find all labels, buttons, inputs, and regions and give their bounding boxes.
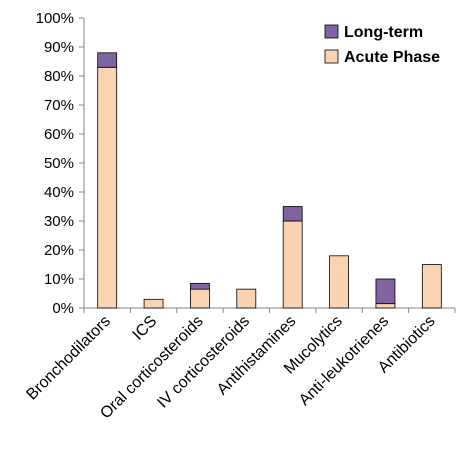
y-tick-label: 60%	[44, 126, 74, 143]
x-tick-label: Antihistamines	[214, 313, 300, 399]
y-tick-label: 50%	[44, 155, 74, 172]
legend-swatch	[324, 49, 339, 64]
x-tick-label: ICS	[130, 313, 161, 344]
legend-swatch	[324, 24, 339, 39]
x-tick-label: Bronchodilators	[23, 313, 114, 404]
bar-acute-phase	[375, 303, 396, 309]
bar-long-term	[282, 206, 303, 222]
bar-acute-phase	[190, 288, 210, 309]
y-tick-label: 70%	[44, 97, 74, 114]
y-tick-label: 0%	[52, 300, 74, 317]
bar-acute-phase	[97, 66, 118, 309]
y-tick-label: 100%	[36, 10, 74, 27]
legend-label: Acute Phase	[344, 49, 440, 66]
bar-acute-phase	[236, 288, 257, 309]
bar-acute-phase	[329, 255, 349, 309]
y-tick-label: 10%	[44, 271, 74, 288]
y-axis: 0% 10% 20% 30% 40% 50% 60% 70% 80% 90% 100%	[36, 10, 85, 317]
bar-long-term	[375, 278, 396, 305]
y-tick-label: 40%	[44, 184, 74, 201]
bar-acute-phase	[282, 220, 303, 309]
y-tick-label: 30%	[44, 213, 74, 230]
y-tick-label: 20%	[44, 242, 74, 259]
bar-long-term	[190, 282, 210, 290]
bars	[97, 52, 442, 309]
legend-label: Long-term	[344, 24, 423, 41]
legend: Long-term Acute Phase	[324, 24, 440, 66]
y-tick-label: 90%	[44, 39, 74, 56]
bar-acute-phase	[143, 298, 164, 309]
bar-acute-phase	[421, 264, 442, 309]
y-tick-label: 80%	[44, 68, 74, 85]
bar-long-term	[97, 52, 118, 68]
